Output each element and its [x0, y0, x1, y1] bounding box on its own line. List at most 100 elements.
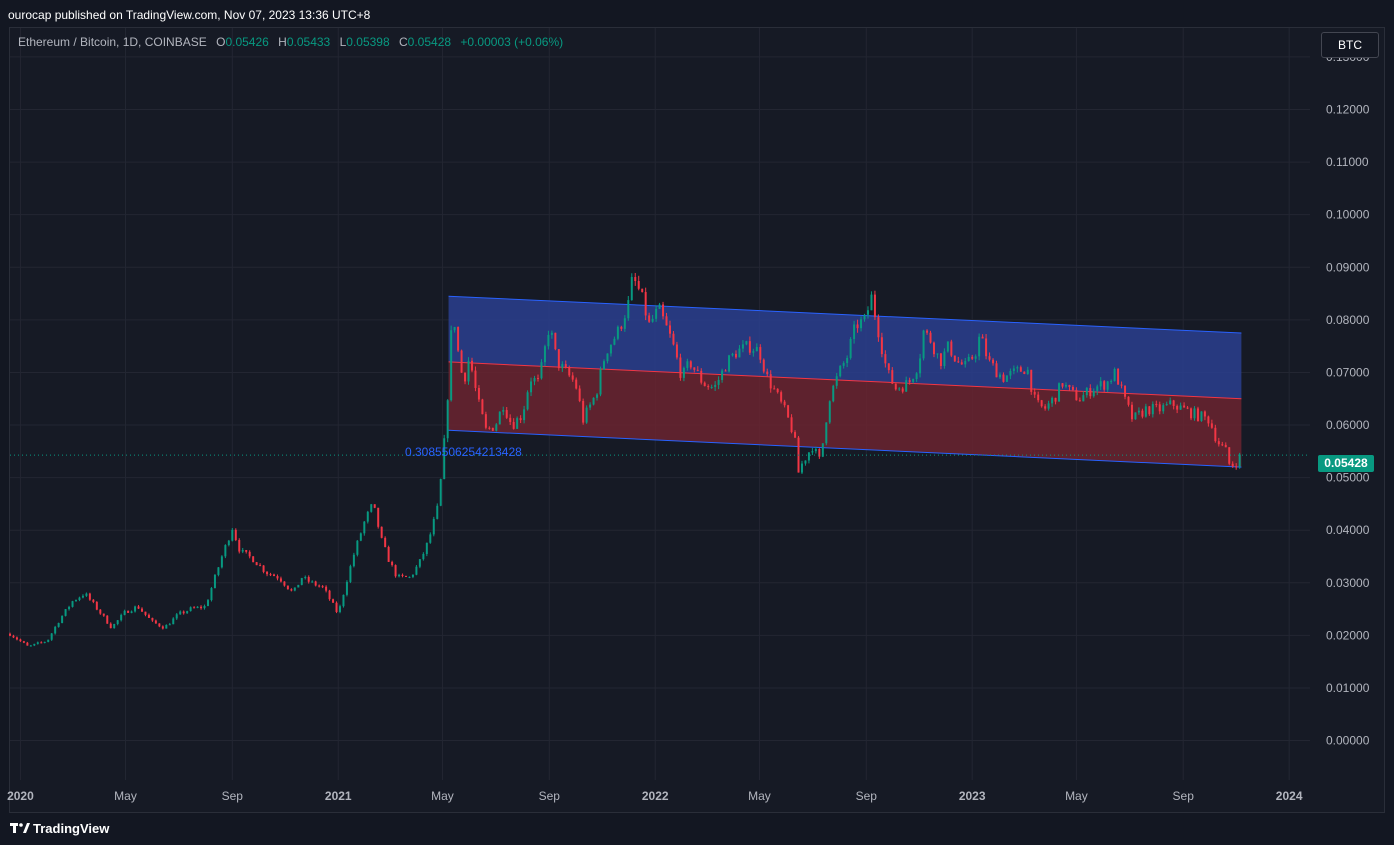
candle-body — [1183, 405, 1186, 408]
candle-body — [651, 318, 654, 322]
candle-body — [1012, 368, 1015, 371]
candle-body — [85, 593, 88, 596]
y-tick-label: 0.10000 — [1326, 208, 1370, 222]
candle-body — [491, 427, 494, 431]
candle-body — [804, 460, 807, 464]
candle-body — [1172, 400, 1175, 406]
y-tick-label: 0.12000 — [1326, 103, 1370, 117]
candle-body — [387, 547, 390, 562]
candle-body — [307, 576, 310, 582]
candle-body — [596, 394, 599, 398]
high-label: H — [278, 35, 287, 49]
candle-body — [293, 587, 296, 591]
candle-body — [1009, 370, 1012, 376]
candle-body — [800, 463, 803, 473]
candle-body — [575, 379, 578, 389]
candle-body — [915, 373, 918, 380]
candle-body — [721, 370, 724, 380]
candle-body — [259, 565, 262, 567]
candle-body — [144, 611, 147, 615]
candle-body — [526, 392, 529, 410]
candle-body — [978, 336, 981, 357]
candle-body — [717, 379, 720, 385]
candle-body — [26, 642, 29, 646]
candle-body — [332, 599, 335, 603]
candle-body — [464, 372, 467, 382]
candle-body — [745, 341, 748, 345]
candle-body — [1047, 403, 1050, 409]
candle-body — [161, 626, 164, 629]
candle-body — [186, 611, 189, 614]
high-value: 0.05433 — [286, 35, 331, 49]
candle-body — [741, 344, 744, 349]
candle-body — [220, 556, 223, 568]
candle-body — [602, 361, 605, 370]
candle-body — [238, 540, 241, 552]
channel-lower-fill — [448, 361, 1242, 468]
candle-body — [1210, 423, 1213, 428]
candle-body — [932, 342, 935, 355]
candle-body — [693, 367, 696, 370]
candle-body — [762, 359, 765, 372]
candle-body — [853, 324, 856, 340]
candle-body — [453, 327, 456, 331]
candle-body — [432, 518, 435, 535]
candle-body — [939, 353, 942, 367]
candle-body — [1103, 381, 1106, 390]
candle-body — [43, 641, 46, 643]
candle-body — [825, 422, 828, 444]
candle-body — [696, 369, 699, 371]
candle-body — [231, 529, 234, 541]
candle-body — [401, 574, 404, 576]
candle-body — [498, 411, 501, 425]
x-tick-label: Sep — [856, 789, 878, 803]
candle-body — [547, 334, 550, 347]
candle-body — [512, 421, 515, 429]
candle-body — [599, 369, 602, 395]
candle-body — [887, 363, 890, 371]
candle-body — [842, 363, 845, 366]
candle-body — [1169, 400, 1172, 405]
candles — [9, 272, 1241, 647]
candle-body — [1137, 410, 1140, 413]
candle-body — [710, 386, 713, 388]
currency-button[interactable]: BTC — [1321, 32, 1379, 58]
publish-header-bar: ourocap published on TradingView.com, No… — [0, 0, 1394, 26]
candle-body — [668, 325, 671, 334]
candle-body — [380, 526, 383, 538]
candle-body — [1151, 404, 1154, 415]
candle-body — [450, 330, 453, 401]
candle-body — [1096, 386, 1099, 392]
x-tick-label: May — [1065, 789, 1088, 803]
candle-body — [1071, 386, 1074, 390]
candle-body — [227, 540, 230, 546]
open-label: O — [216, 35, 226, 49]
candle-body — [311, 581, 314, 583]
candle-body — [411, 574, 414, 577]
regression-channel[interactable] — [448, 295, 1242, 468]
candle-body — [571, 375, 574, 380]
candle-body — [1238, 454, 1241, 467]
candle-body — [821, 443, 824, 457]
open-value: 0.05426 — [225, 35, 269, 49]
candle-body — [936, 353, 939, 355]
candle-body — [748, 341, 751, 353]
y-axis[interactable]: 0.130000.120000.110000.100000.090000.080… — [1326, 50, 1370, 748]
candle-body — [620, 326, 623, 329]
candle-body — [1120, 384, 1123, 386]
candle-body — [523, 409, 526, 421]
candle-body — [960, 362, 963, 365]
candle-body — [811, 451, 814, 453]
candle-body — [912, 379, 915, 382]
candle-body — [613, 338, 616, 345]
candle-body — [637, 281, 640, 289]
candle-body — [828, 401, 831, 423]
candle-body — [495, 424, 498, 431]
x-axis[interactable]: 2020 May Sep 2021 May Sep 2022 May Sep 2023 May Sep… — [7, 789, 1303, 803]
low-label: L — [339, 35, 347, 49]
candle-body — [106, 615, 109, 624]
candle-body — [606, 353, 609, 362]
tradingview-logo[interactable]: TradingView — [10, 821, 109, 836]
candle-body — [78, 597, 81, 601]
